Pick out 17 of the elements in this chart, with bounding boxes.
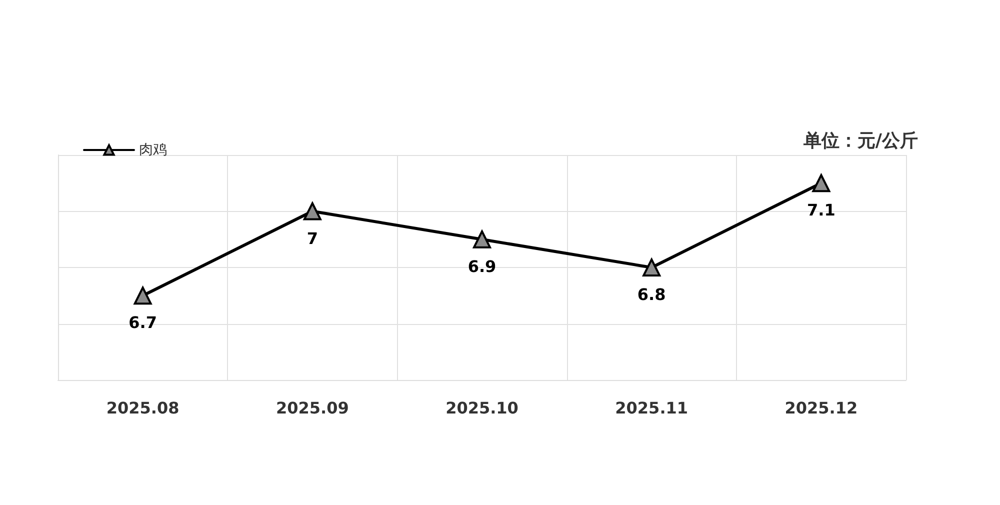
point	[642, 258, 661, 276]
x-tick-label: 2025.12	[784, 398, 858, 418]
x-tick-label: 2025.11	[615, 398, 688, 418]
data-label: 6.8	[637, 285, 666, 304]
x-tick-label: 2025.09	[276, 398, 349, 418]
x-tick-label: 2025.10	[446, 398, 518, 418]
y-axis-title: 单位：元/公斤	[802, 130, 918, 152]
x-tick-label: 2025.08	[106, 398, 180, 418]
data-label: 7.1	[807, 200, 836, 220]
point	[473, 230, 491, 248]
data-label: 6.7	[128, 313, 157, 332]
data-label: 6.9	[468, 256, 496, 276]
legend-label: 肉鸡	[139, 142, 167, 158]
point	[812, 174, 830, 192]
point	[134, 286, 152, 305]
data-label: 7	[306, 228, 318, 248]
point	[303, 202, 322, 220]
